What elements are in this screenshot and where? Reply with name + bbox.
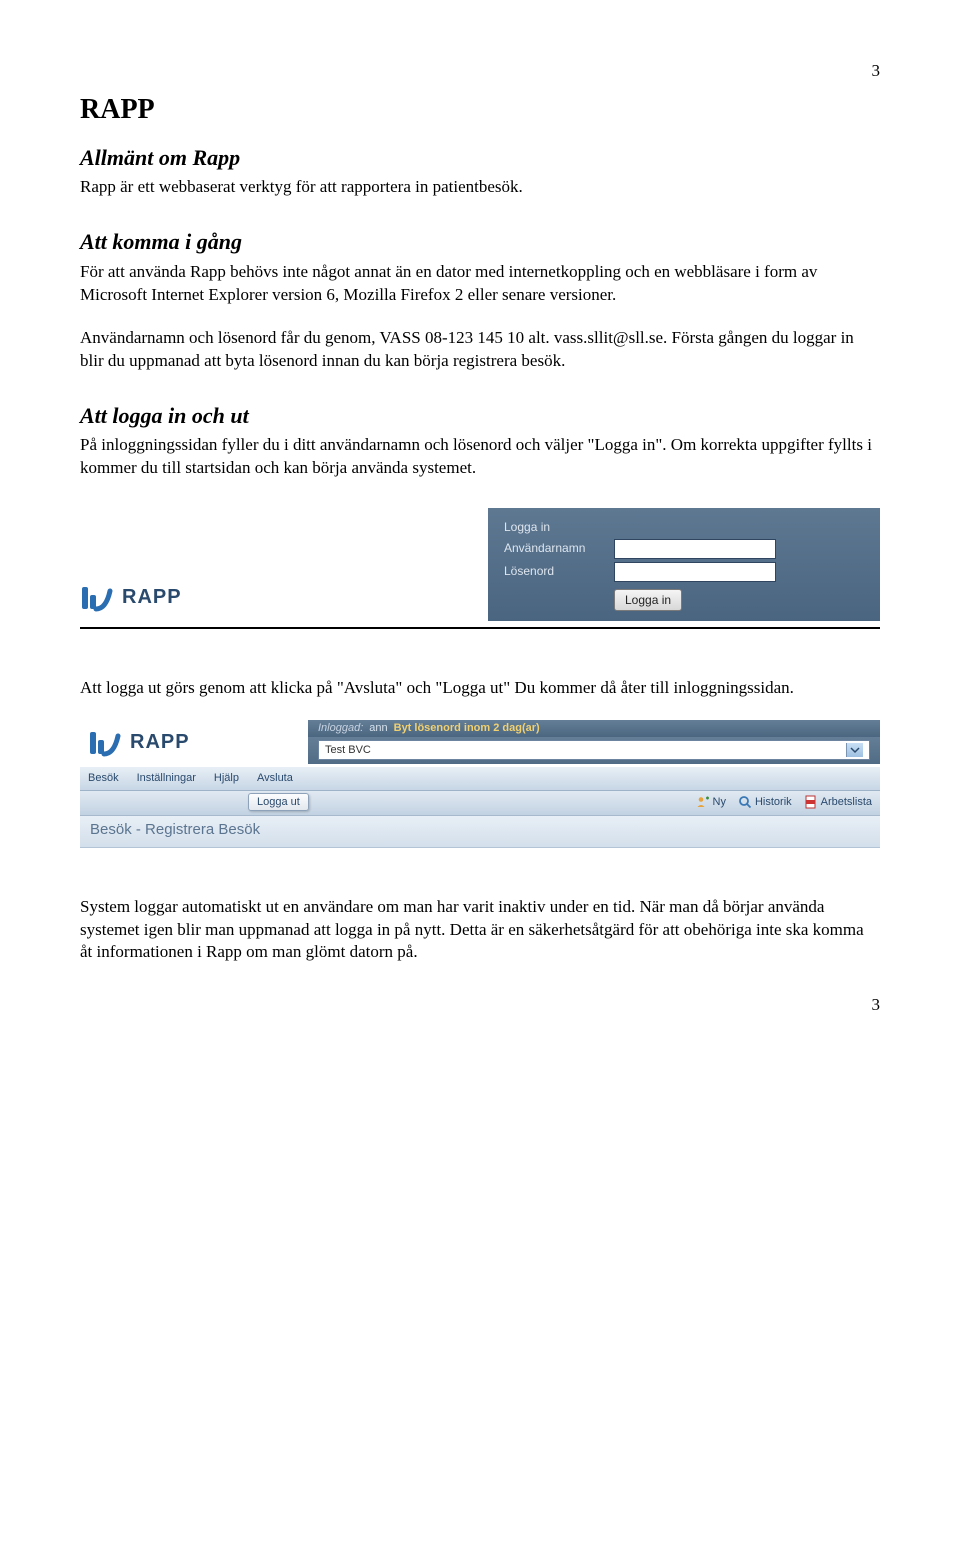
app-screenshot: RAPP Inloggad: ann Byt lösenord inom 2 d… — [80, 720, 880, 848]
login-username-input[interactable] — [614, 539, 776, 559]
rapp-logo-text: RAPP — [122, 584, 182, 611]
menu-avsluta[interactable]: Avsluta — [257, 771, 293, 786]
app-selectbar: Test BVC — [308, 737, 880, 765]
logout-button[interactable]: Logga ut — [248, 793, 309, 812]
app-submenubar: Logga ut Ny Historik — [80, 791, 880, 817]
page-number-bottom: 3 — [80, 994, 880, 1017]
login-button[interactable]: Logga in — [614, 589, 682, 611]
topbar-warning: Byt lösenord inom 2 dag(ar) — [394, 721, 540, 736]
link-arbetslista[interactable]: Arbetslista — [804, 795, 872, 810]
para-auto-logout: System loggar automatiskt ut en användar… — [80, 896, 880, 965]
heading-allmant: Allmänt om Rapp — [80, 143, 880, 173]
app-topbar: Inloggad: ann Byt lösenord inom 2 dag(ar… — [308, 720, 880, 737]
login-username-label: Användarnamn — [504, 540, 604, 556]
rapp-logo-icon-2 — [88, 728, 124, 758]
chevron-down-icon — [846, 743, 863, 757]
right-links: Ny Historik Arbetslista — [696, 795, 872, 810]
login-screenshot: RAPP Logga in Användarnamn Lösenord Logg… — [80, 508, 880, 628]
title-rapp: RAPP — [80, 91, 880, 129]
login-password-input[interactable] — [614, 562, 776, 582]
location-select-value: Test BVC — [325, 743, 371, 758]
para-komma-igang-2: Användarnamn och lösenord får du genom, … — [80, 327, 880, 373]
para-logga-in-ut: På inloggningssidan fyller du i ditt anv… — [80, 434, 880, 480]
rapp-logo-text-2: RAPP — [130, 729, 190, 756]
person-plus-icon — [696, 795, 710, 809]
login-panel: Logga in Användarnamn Lösenord Logga in — [488, 508, 880, 620]
heading-logga-in-ut: Att logga in och ut — [80, 401, 880, 431]
rapp-logo-2: RAPP — [88, 728, 190, 766]
location-select[interactable]: Test BVC — [318, 740, 870, 761]
link-ny-label: Ny — [713, 795, 726, 810]
rapp-logo: RAPP — [80, 583, 182, 621]
topbar-label: Inloggad: — [318, 721, 363, 736]
magnifier-icon — [738, 795, 752, 809]
rapp-logo-icon — [80, 583, 116, 613]
link-ny[interactable]: Ny — [696, 795, 726, 810]
para-komma-igang-1: För att använda Rapp behövs inte något a… — [80, 261, 880, 307]
login-title: Logga in — [504, 519, 604, 535]
pdf-icon — [804, 795, 818, 809]
link-arbetslista-label: Arbetslista — [821, 795, 872, 810]
para-logga-ut: Att logga ut görs genom att klicka på "A… — [80, 677, 880, 700]
login-password-label: Lösenord — [504, 563, 604, 579]
menu-installningar[interactable]: Inställningar — [137, 771, 196, 786]
menu-hjalp[interactable]: Hjälp — [214, 771, 239, 786]
para-allmant: Rapp är ett webbaserat verktyg för att r… — [80, 176, 880, 199]
link-historik[interactable]: Historik — [738, 795, 792, 810]
app-body-header: Besök - Registrera Besök — [80, 816, 880, 847]
link-historik-label: Historik — [755, 795, 792, 810]
menu-besok[interactable]: Besök — [88, 771, 119, 786]
topbar-user: ann — [369, 721, 387, 736]
page-number-top: 3 — [80, 60, 880, 83]
app-menubar: Besök Inställningar Hjälp Avsluta — [80, 766, 880, 791]
heading-komma-igang: Att komma i gång — [80, 227, 880, 257]
